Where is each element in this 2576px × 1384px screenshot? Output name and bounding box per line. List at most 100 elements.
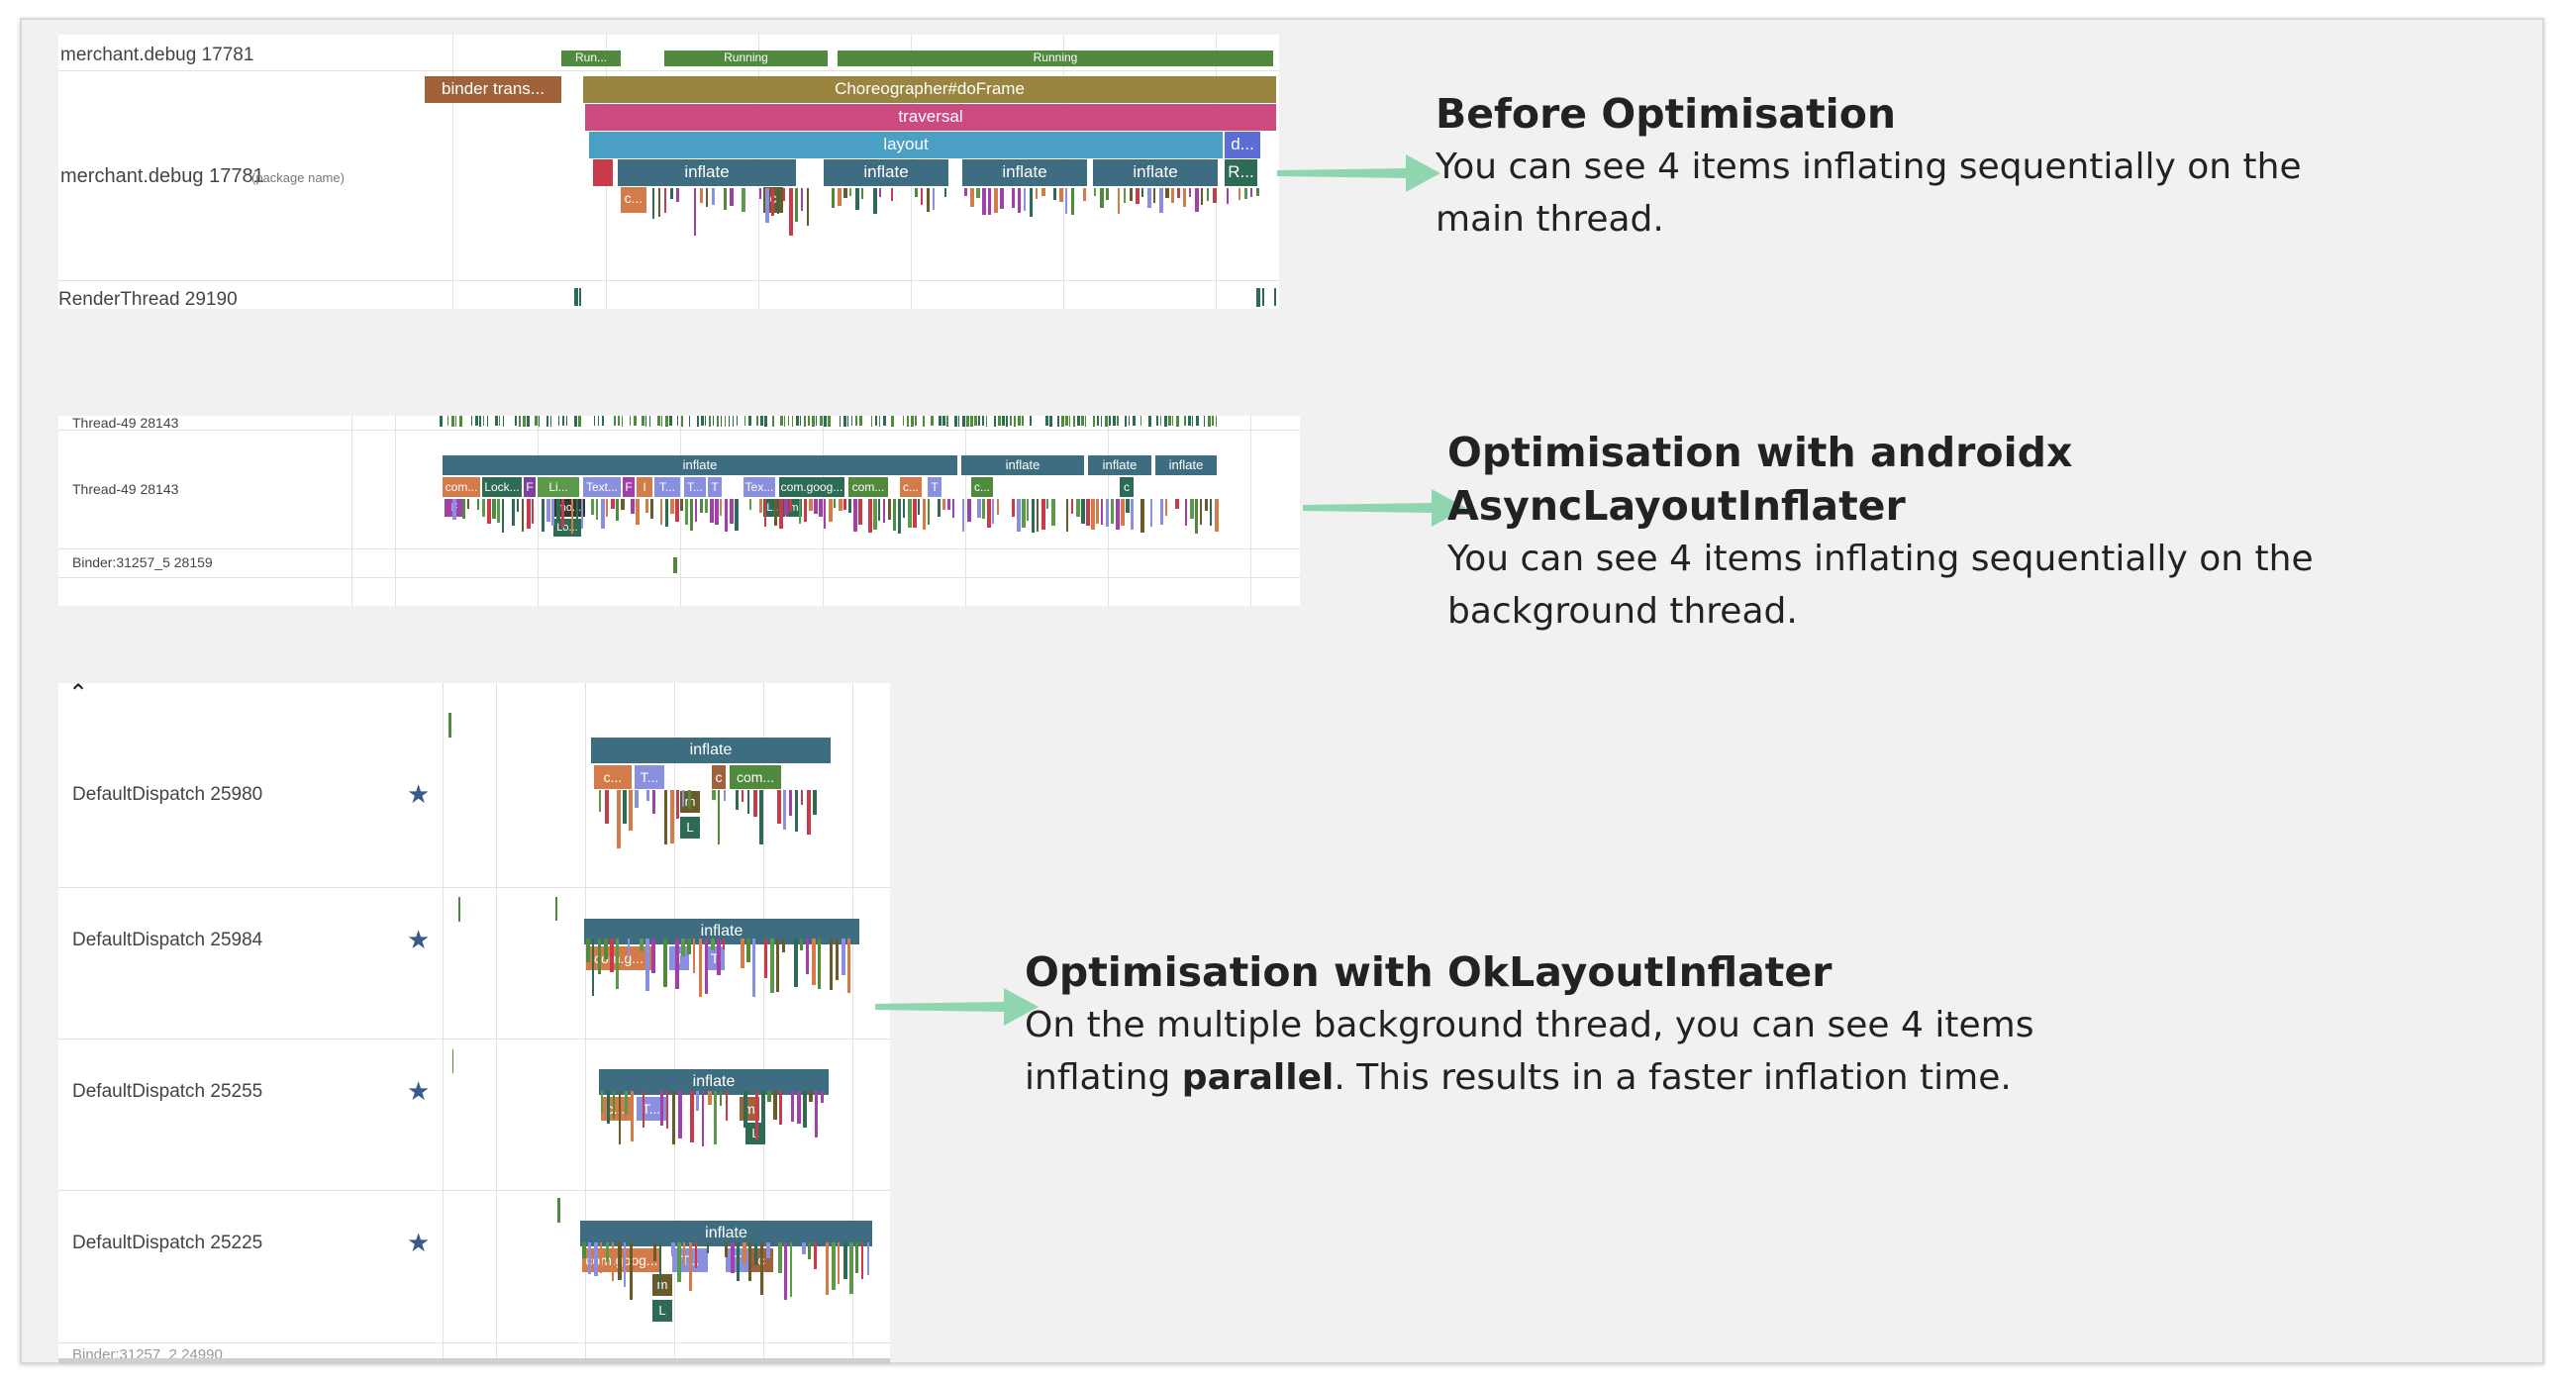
inflate-slice[interactable]: inflate — [443, 455, 957, 475]
sub-slice[interactable]: m — [652, 1274, 672, 1296]
collapse-chevron-icon[interactable]: ⌃ — [68, 683, 89, 707]
child-slice[interactable]: Lock... — [482, 477, 522, 497]
trace-bar — [621, 499, 625, 510]
trace-bar — [1150, 499, 1152, 527]
horizontal-scrollbar[interactable] — [58, 1358, 890, 1364]
pin-star-icon[interactable]: ★ — [407, 1077, 431, 1107]
pin-star-icon[interactable]: ★ — [407, 780, 431, 810]
trace-bar — [821, 1091, 824, 1103]
child-slice[interactable]: Text... — [583, 477, 621, 497]
trace-bar — [1046, 499, 1048, 509]
trace-bar — [800, 416, 801, 426]
trace-bar — [779, 1091, 782, 1125]
layout-d-slice[interactable]: d... — [1225, 132, 1260, 158]
choreographer-slice[interactable]: Choreographer#doFrame — [583, 76, 1276, 103]
trace-bar — [1073, 416, 1075, 427]
state-running[interactable]: Running — [664, 50, 828, 66]
trace-bar — [789, 790, 792, 816]
inflate-slice[interactable]: inflate — [1155, 455, 1217, 475]
inflate-slice[interactable]: inflate — [962, 159, 1087, 186]
child-slice[interactable]: c — [1120, 477, 1134, 497]
trace-bar — [492, 499, 496, 519]
state-running[interactable]: Run... — [561, 50, 621, 66]
binder-transaction-slice[interactable]: binder trans... — [425, 76, 561, 103]
sub-slice[interactable]: L — [680, 817, 700, 839]
trace-bar — [539, 416, 540, 427]
trace-bar — [997, 499, 999, 515]
trace-bar — [689, 416, 690, 427]
inflate-slice[interactable]: inflate — [961, 455, 1084, 475]
pin-star-icon[interactable]: ★ — [407, 926, 431, 955]
trace-bar — [660, 1091, 663, 1126]
thread-label: DefaultDispatch 25980 — [72, 784, 263, 805]
trace-bar — [832, 188, 835, 208]
pin-star-icon[interactable]: ★ — [407, 1229, 431, 1258]
trace-bar — [646, 790, 649, 801]
grid-line — [452, 35, 453, 309]
trace-bar — [495, 416, 498, 426]
trace-bar — [1081, 499, 1085, 524]
trace-bar — [702, 1091, 704, 1146]
child-slice[interactable]: T... — [654, 477, 680, 497]
child-slice[interactable]: F — [524, 477, 536, 497]
inflate-slice[interactable]: inflate — [824, 159, 948, 186]
child-slice[interactable]: T... — [635, 765, 664, 789]
child-slice[interactable]: com... — [443, 477, 480, 497]
trace-bar — [766, 1242, 770, 1258]
trace-bar — [452, 499, 456, 520]
trace-bar — [913, 499, 917, 528]
trace-bar — [522, 499, 524, 532]
trace-bar — [685, 499, 688, 525]
trace-bar — [724, 790, 726, 801]
trace-bar — [652, 188, 654, 219]
trace-bar — [967, 499, 971, 522]
trace-bar — [613, 1091, 615, 1119]
trace-bar — [643, 1091, 644, 1128]
child-slice[interactable]: I — [637, 477, 652, 497]
trace-bar — [780, 416, 783, 426]
trace-bar — [832, 1242, 836, 1290]
trace-bar — [681, 939, 685, 956]
state-running[interactable]: Running — [838, 50, 1273, 66]
trace-bar — [806, 939, 809, 974]
child-slice[interactable]: c... — [621, 187, 646, 213]
child-slice[interactable]: com... — [730, 765, 781, 789]
child-slice[interactable]: c... — [900, 477, 922, 497]
child-slice[interactable]: T — [708, 477, 722, 497]
trace-bar — [591, 499, 594, 515]
trace-bar — [693, 939, 695, 973]
trace-bar — [1124, 188, 1126, 203]
inflate-slice[interactable]: inflate — [1093, 159, 1218, 186]
layout-slice[interactable]: layout — [589, 132, 1223, 158]
trace-bar — [606, 499, 608, 517]
child-slice[interactable]: c — [712, 765, 726, 789]
trace-bar — [994, 416, 996, 427]
child-slice[interactable]: com... — [848, 477, 888, 497]
sub-slice[interactable]: L — [652, 1300, 672, 1322]
trace-bar — [562, 416, 564, 426]
r-slice[interactable]: R... — [1225, 159, 1257, 186]
child-slice[interactable]: com.goog... — [779, 477, 844, 497]
trace-bar — [695, 499, 697, 522]
traversal-slice[interactable]: traversal — [585, 104, 1276, 131]
child-slice[interactable]: T — [928, 477, 941, 497]
inflate-slice[interactable]: inflate — [580, 1221, 872, 1246]
trace-bar — [737, 416, 738, 426]
trace-bar — [815, 1091, 818, 1137]
inflate-slice[interactable]: inflate — [591, 738, 831, 763]
trace-bar — [970, 188, 974, 207]
child-slice[interactable]: c... — [971, 477, 993, 497]
inflate-slice[interactable]: inflate — [599, 1069, 829, 1095]
trace-bar — [1041, 188, 1045, 196]
child-slice[interactable]: F — [623, 477, 635, 497]
child-slice[interactable]: T... — [684, 477, 706, 497]
trace-bar — [796, 416, 799, 426]
child-slice[interactable]: Tex... — [743, 477, 775, 497]
trace-bar — [678, 1091, 682, 1138]
child-slice[interactable]: Li... — [538, 477, 579, 497]
child-slice[interactable]: c... — [594, 765, 632, 789]
inflate-slice[interactable]: inflate — [618, 159, 796, 186]
inflate-slice[interactable]: inflate — [1088, 455, 1151, 475]
trace-bar — [680, 499, 683, 511]
red-slice[interactable] — [593, 159, 613, 186]
